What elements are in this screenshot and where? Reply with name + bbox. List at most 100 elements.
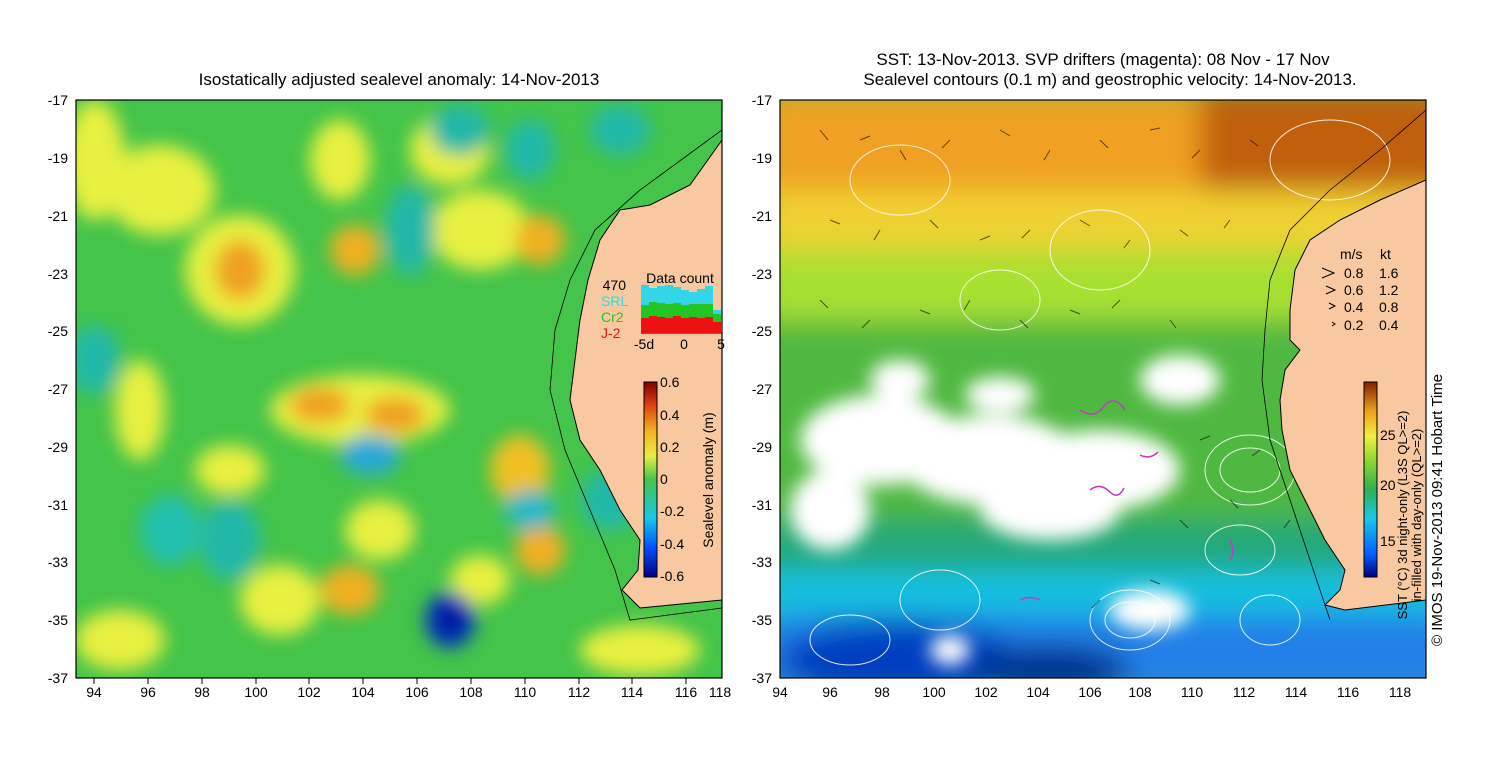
right-x-tick: 110 xyxy=(1181,684,1204,700)
left-y-tick: -31 xyxy=(48,497,68,513)
right-y-axis: -17 -19 -21 -23 -25 -27 -29 -31 -33 -35 … xyxy=(752,92,772,686)
arrow-0-6 xyxy=(1325,285,1337,295)
speed-kt: 1.6 xyxy=(1379,265,1399,281)
speed-kt: 0.4 xyxy=(1379,317,1399,333)
right-x-tick: 98 xyxy=(874,684,890,700)
left-y-tick: -19 xyxy=(48,150,68,166)
australia-landmass-right xyxy=(1279,179,1426,611)
left-x-axis: 94 96 98 100 102 104 106 108 110 112 114… xyxy=(86,678,731,700)
sla-colorbar-tick: 0.4 xyxy=(660,407,680,423)
left-y-tick: -37 xyxy=(48,670,68,686)
sla-colorbar-tick: -0.4 xyxy=(660,536,684,552)
data-count-inset: Data count 470 SRL Cr2 J-2 -5d 0 5 xyxy=(601,270,725,352)
series-label-srl: SRL xyxy=(601,293,628,309)
left-x-tick: 100 xyxy=(244,684,268,700)
sst-colorbar-label-line1: SST (°C) 3d night-only (L3S QL>=2) xyxy=(1395,411,1410,620)
data-count-x-tick: -5d xyxy=(634,336,654,352)
cloud-mask xyxy=(790,355,1220,665)
speed-legend-header-kt: kt xyxy=(1380,246,1391,262)
right-x-tick: 104 xyxy=(1026,684,1050,700)
right-x-tick: 114 xyxy=(1285,684,1308,700)
right-y-tick: -21 xyxy=(752,208,772,224)
sst-field xyxy=(780,100,1426,678)
sla-colorbar: 0.6 0.4 0.2 0 -0.2 -0.4 -0.6 Sealevel an… xyxy=(643,374,716,584)
speed-ms: 0.4 xyxy=(1344,299,1364,315)
left-y-tick: -35 xyxy=(48,612,68,628)
data-count-title: Data count xyxy=(646,270,714,286)
left-x-tick: 98 xyxy=(194,684,210,700)
right-y-tick: -33 xyxy=(752,554,772,570)
sla-colorbar-tick: 0.6 xyxy=(660,374,680,390)
left-x-tick: 116 xyxy=(675,684,698,700)
sla-colorbar-tick: -0.6 xyxy=(660,568,684,584)
left-x-tick: 110 xyxy=(514,684,537,700)
sla-anomaly-blobs xyxy=(76,100,700,675)
right-x-tick: 118 xyxy=(1389,684,1412,700)
sst-colorbar-tick: 15 xyxy=(1380,533,1396,549)
left-y-tick: -27 xyxy=(48,381,68,397)
right-x-axis: 94 96 98 100 102 104 106 108 110 112 114… xyxy=(772,684,1411,700)
shelf-break-isobath-right xyxy=(1261,109,1426,621)
right-y-tick: -31 xyxy=(752,497,772,513)
arrow-0-4 xyxy=(1328,302,1337,310)
speed-legend-header-ms: m/s xyxy=(1340,246,1363,262)
left-x-tick: 104 xyxy=(351,684,375,700)
series-label-j2: J-2 xyxy=(601,325,621,341)
sla-colorbar-tick: 0 xyxy=(660,471,668,487)
left-x-tick: 112 xyxy=(568,684,591,700)
left-x-tick: 106 xyxy=(405,684,429,700)
data-count-x-tick: 5 xyxy=(717,336,725,352)
arrow-0-8 xyxy=(1321,267,1336,279)
right-map-frame xyxy=(779,99,1427,679)
left-x-tick: 114 xyxy=(621,684,644,700)
right-x-tick: 102 xyxy=(974,684,998,700)
right-x-tick: 100 xyxy=(922,684,946,700)
series-label-cr2: Cr2 xyxy=(601,309,624,325)
left-x-tick: 96 xyxy=(140,684,156,700)
drifter-tracks xyxy=(1019,400,1234,601)
right-map-title-line1: SST: 13-Nov-2013. SVP drifters (magenta)… xyxy=(876,50,1330,69)
left-y-axis: -17 -19 -21 -23 -25 -27 -29 -31 -33 -35 … xyxy=(48,92,68,686)
sla-colorbar-label: Sealevel anomaly (m) xyxy=(700,412,716,547)
left-y-tick: -17 xyxy=(48,92,68,108)
right-y-tick: -27 xyxy=(752,381,772,397)
right-x-tick: 108 xyxy=(1128,684,1152,700)
sst-colorbar: 25 20 15 SST (°C) 3d night-only (L3S QL>… xyxy=(1363,381,1424,620)
left-y-tick: -29 xyxy=(48,439,68,455)
right-y-tick: -17 xyxy=(752,92,772,108)
right-x-tick: 116 xyxy=(1337,684,1360,700)
right-y-tick: -37 xyxy=(752,670,772,686)
sla-colorbar-tick: -0.2 xyxy=(660,503,684,519)
sla-colorbar-tick: 0.2 xyxy=(660,439,680,455)
right-x-tick: 112 xyxy=(1233,684,1256,700)
right-y-tick: -29 xyxy=(752,439,772,455)
speed-legend: m/s kt 0.8 1.6 0.6 1.2 0.4 0.8 0.2 0.4 xyxy=(1321,246,1399,333)
left-x-tick: 94 xyxy=(86,684,102,700)
left-map-frame xyxy=(75,99,723,679)
right-map-title-line2: Sealevel contours (0.1 m) and geostrophi… xyxy=(863,70,1357,89)
left-y-tick: -21 xyxy=(48,208,68,224)
right-y-tick: -25 xyxy=(752,323,772,339)
sst-map xyxy=(780,100,1426,678)
sst-colorbar-tick: 25 xyxy=(1380,427,1396,443)
sst-colorbar-tick: 20 xyxy=(1380,477,1396,493)
right-y-tick: -35 xyxy=(752,612,772,628)
imos-credit: © IMOS 19-Nov-2013 09:41 Hobart Time xyxy=(1429,374,1446,646)
data-count-bars xyxy=(641,285,721,333)
data-count-max: 470 xyxy=(603,277,627,293)
arrow-0-2 xyxy=(1331,321,1336,327)
speed-kt: 0.8 xyxy=(1379,299,1399,315)
speed-ms: 0.2 xyxy=(1344,317,1364,333)
left-x-tick: 108 xyxy=(459,684,483,700)
speed-kt: 1.2 xyxy=(1379,282,1399,298)
right-x-tick: 106 xyxy=(1078,684,1102,700)
speed-ms: 0.6 xyxy=(1344,282,1364,298)
data-count-x-tick: 0 xyxy=(680,336,688,352)
left-y-tick: -25 xyxy=(48,323,68,339)
speed-ms: 0.8 xyxy=(1344,265,1364,281)
geostrophic-velocity-vectors xyxy=(819,127,1291,609)
right-y-tick: -19 xyxy=(752,150,772,166)
left-map-title: Isostatically adjusted sealevel anomaly:… xyxy=(198,70,600,89)
left-x-tick: 118 xyxy=(709,684,732,700)
